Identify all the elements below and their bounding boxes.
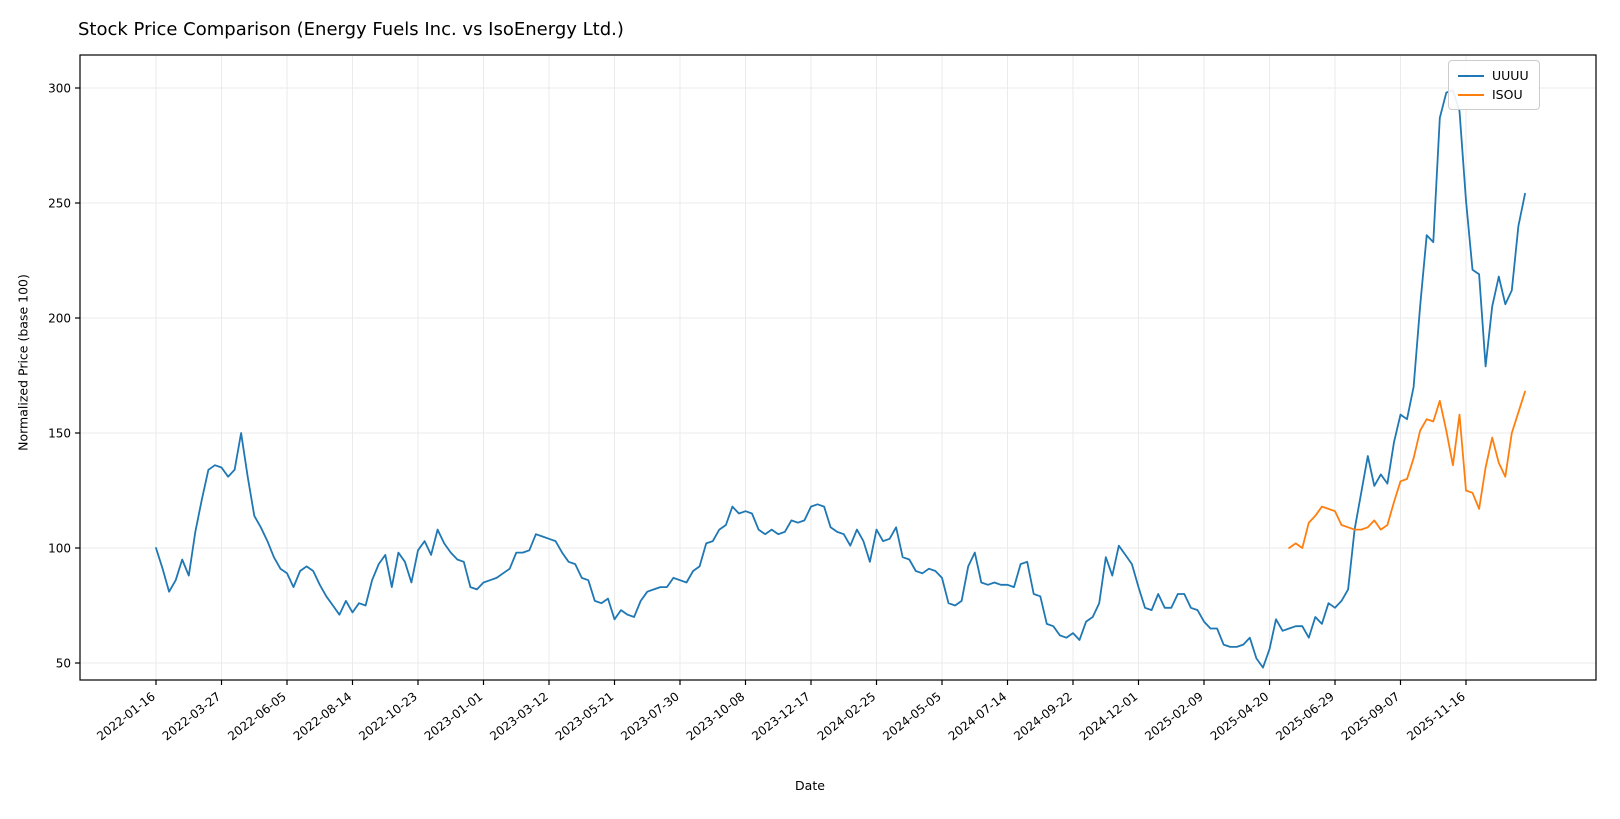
- x-tick-label: 2023-12-17: [749, 689, 813, 743]
- axes-frame: [79, 54, 1597, 681]
- x-tick-label: 2025-11-16: [1404, 689, 1468, 743]
- y-tick-label: 200: [48, 312, 71, 326]
- legend-label-isou: ISOU: [1492, 87, 1523, 102]
- x-tick-label: 2024-09-22: [1011, 689, 1075, 743]
- x-tick-label: 2023-05-21: [553, 689, 617, 743]
- y-tick-label: 50: [56, 657, 71, 671]
- y-tick-label: 250: [48, 197, 71, 211]
- series-line-isou: [1288, 390, 1526, 549]
- x-tick-label: 2023-03-12: [487, 689, 551, 743]
- series-line-uuuu: [155, 89, 1526, 669]
- x-tick-label: 2024-02-25: [815, 689, 879, 743]
- x-axis-ticks: 2022-01-16 2022-03-27 2022-06-05 2022-08-14…: [94, 680, 1468, 743]
- x-tick-label: 2025-09-07: [1339, 689, 1403, 743]
- legend-box: UUUU ISOU: [1448, 60, 1540, 110]
- legend-label-uuuu: UUUU: [1492, 68, 1529, 83]
- chart-title: Stock Price Comparison (Energy Fuels Inc…: [78, 19, 624, 40]
- x-tick-label: 2023-10-08: [684, 689, 748, 743]
- x-tick-label: 2023-01-01: [422, 689, 486, 743]
- legend-item-isou: ISOU: [1458, 85, 1529, 104]
- x-tick-label: 2025-02-09: [1142, 689, 1206, 743]
- x-tick-label: 2022-08-14: [291, 689, 355, 743]
- x-tick-label: 2023-07-30: [618, 689, 682, 743]
- y-axis-ticks: 50 100 150 200 250 300: [48, 82, 80, 671]
- uuuu-line-swatch: [1458, 74, 1484, 77]
- x-tick-label: 2022-03-27: [160, 689, 224, 743]
- x-tick-label: 2022-10-23: [356, 689, 420, 743]
- legend-item-uuuu: UUUU: [1458, 66, 1529, 85]
- x-tick-label: 2024-07-14: [946, 689, 1010, 743]
- x-tick-label: 2024-05-05: [880, 689, 944, 743]
- x-tick-label: 2025-06-29: [1273, 689, 1337, 743]
- gridlines: [80, 55, 1596, 680]
- x-tick-label: 2025-04-20: [1208, 689, 1272, 743]
- x-tick-label: 2022-06-05: [225, 689, 289, 743]
- y-tick-label: 100: [48, 542, 71, 556]
- y-tick-label: 150: [48, 427, 71, 441]
- x-tick-label: 2024-12-01: [1077, 689, 1141, 743]
- isou-line-swatch: [1458, 93, 1484, 96]
- y-tick-label: 300: [48, 82, 71, 96]
- x-axis-label: Date: [795, 778, 825, 793]
- x-tick-label: 2022-01-16: [94, 689, 158, 743]
